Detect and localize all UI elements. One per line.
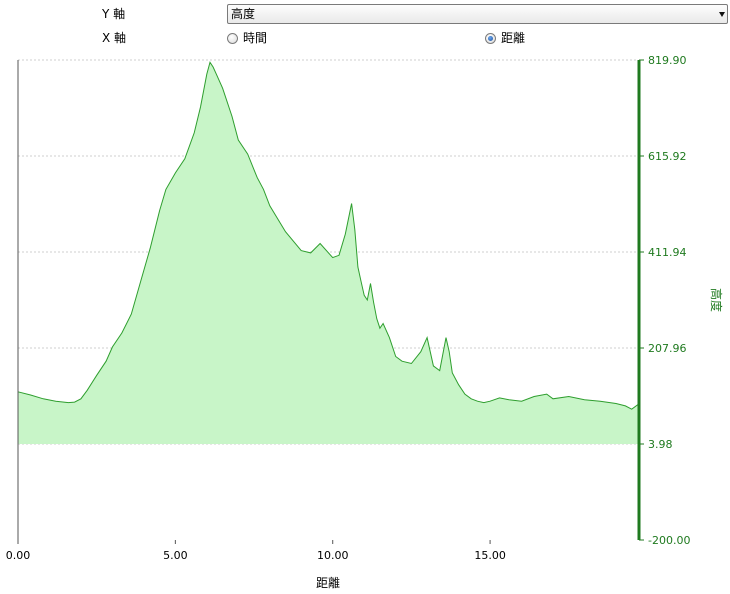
x-axis-label: X 軸 xyxy=(102,31,127,45)
y-axis-title: 高度 xyxy=(709,288,724,312)
x-tick-labels: 0.00 5.00 10.00 15.00 xyxy=(6,540,506,562)
chevron-down-icon xyxy=(719,12,725,17)
y-axis-select-value: 高度 xyxy=(231,7,256,21)
y-tick-label: 207.96 xyxy=(648,342,687,355)
y-tick-label: 615.92 xyxy=(648,150,687,163)
elevation-area-fill xyxy=(18,62,638,445)
x-tick-label: 15.00 xyxy=(474,549,506,562)
x-tick-label: 10.00 xyxy=(317,549,349,562)
y-tick-label: 3.98 xyxy=(648,438,673,451)
x-tick-label: 5.00 xyxy=(163,549,188,562)
x-axis-radio-distance[interactable]: 距離 xyxy=(485,31,525,45)
y-tick-label: -200.00 xyxy=(648,534,690,547)
y-tick-label: 819.90 xyxy=(648,54,687,67)
x-axis-radio-time[interactable]: 時間 xyxy=(227,31,267,45)
y-axis-select[interactable]: 高度 xyxy=(227,4,728,24)
x-tick-label: 0.00 xyxy=(6,549,31,562)
radio-icon xyxy=(227,32,238,44)
elevation-line xyxy=(17,61,639,410)
y-axis-label: Y 軸 xyxy=(102,7,126,21)
radio-selected-icon xyxy=(485,32,496,44)
radio-time-label: 時間 xyxy=(243,31,268,45)
y-tick-labels: 819.90 615.92 411.94 207.96 3.98 -200.00 xyxy=(639,54,690,547)
y-tick-label: 411.94 xyxy=(648,246,687,259)
x-axis-title: 距離 xyxy=(316,576,340,590)
radio-distance-label: 距離 xyxy=(501,31,526,45)
